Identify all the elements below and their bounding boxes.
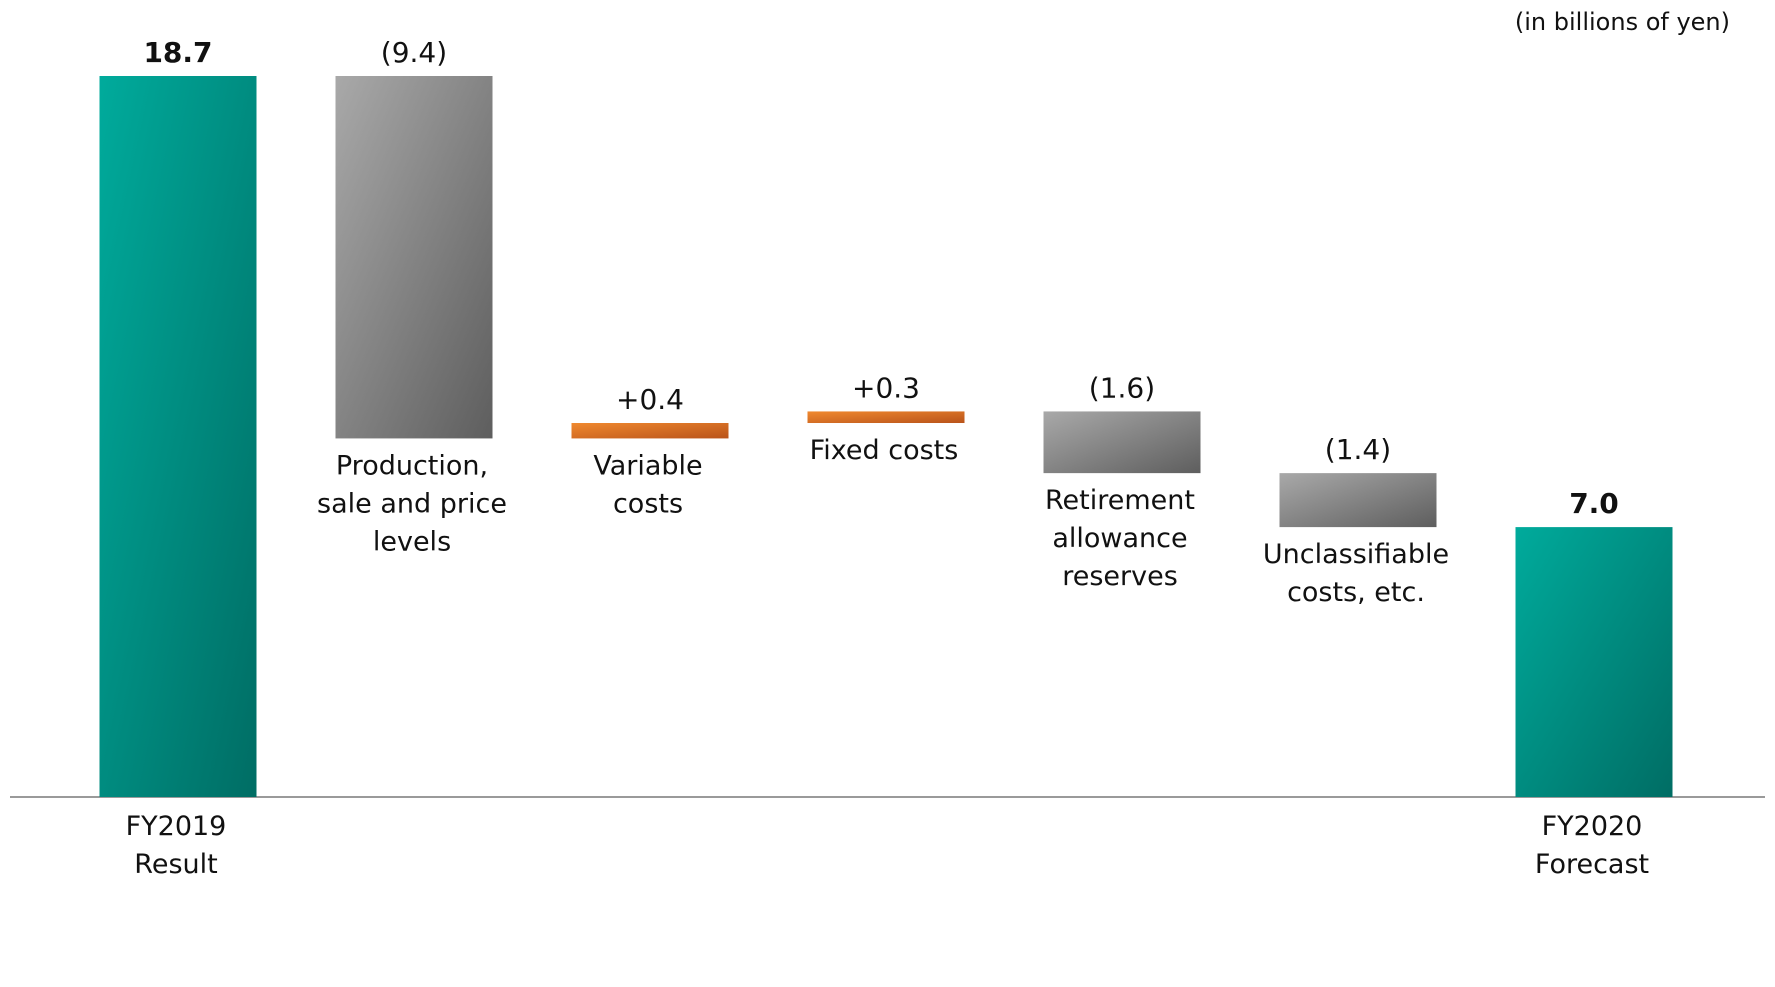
category-label-4-1: allowance xyxy=(1052,523,1187,554)
category-label-6-1: Forecast xyxy=(1535,849,1649,880)
category-label-1-0: Production, xyxy=(336,450,488,481)
category-label-6-0: FY2020 xyxy=(1542,811,1643,842)
unit-note: (in billions of yen) xyxy=(1514,8,1730,36)
value-label-4: (1.6) xyxy=(1089,371,1155,404)
value-label-5: (1.4) xyxy=(1325,433,1391,466)
category-label-0-0: FY2019 xyxy=(126,811,227,842)
value-label-0: 18.7 xyxy=(143,36,212,69)
bar-3 xyxy=(807,411,965,424)
value-label-3: +0.3 xyxy=(852,371,920,404)
value-label-6: 7.0 xyxy=(1569,487,1619,520)
bar-5 xyxy=(1279,473,1437,528)
bar-6 xyxy=(1515,527,1673,797)
category-label-4-2: reserves xyxy=(1062,561,1178,592)
value-label-2: +0.4 xyxy=(616,383,684,416)
category-label-0-1: Result xyxy=(134,849,217,880)
bar-4 xyxy=(1043,411,1201,474)
bar-1 xyxy=(335,76,493,439)
bar-2 xyxy=(571,423,729,439)
bar-0 xyxy=(99,76,257,797)
category-label-5-1: costs, etc. xyxy=(1287,577,1425,608)
category-label-2-0: Variable xyxy=(593,450,702,481)
value-label-1: (9.4) xyxy=(381,36,447,69)
category-label-1-1: sale and price xyxy=(317,488,507,519)
category-label-4-0: Retirement xyxy=(1045,485,1195,516)
category-label-5-0: Unclassifiable xyxy=(1263,539,1449,570)
category-label-3-0: Fixed costs xyxy=(810,435,959,466)
category-label-1-2: levels xyxy=(373,526,451,557)
category-label-2-1: costs xyxy=(613,488,683,519)
